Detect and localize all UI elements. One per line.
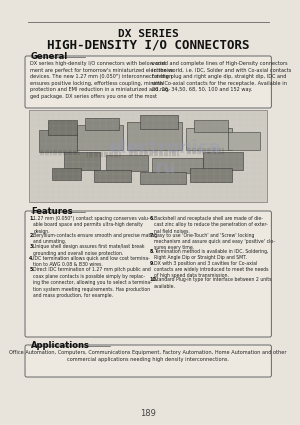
Text: Unique shell design assures first mate/last break
grounding and overall noise pr: Unique shell design assures first mate/l… xyxy=(33,244,145,255)
Text: Direct IDC termination of 1.27 mm pitch public and
coax plane contacts is possib: Direct IDC termination of 1.27 mm pitch … xyxy=(33,267,152,298)
Bar xyxy=(77,125,123,150)
FancyBboxPatch shape xyxy=(25,345,272,377)
Bar xyxy=(228,132,260,150)
Text: 9.: 9. xyxy=(150,261,155,266)
Text: Easy to use 'One-Touch' and 'Screw' locking
mechanism and assure quick and easy : Easy to use 'One-Touch' and 'Screw' lock… xyxy=(154,232,275,250)
Bar xyxy=(140,172,186,184)
Text: 10.: 10. xyxy=(150,277,158,282)
Bar xyxy=(85,118,119,130)
Bar xyxy=(140,115,178,129)
Bar xyxy=(94,170,131,182)
Text: 1.: 1. xyxy=(29,216,34,221)
Bar xyxy=(29,110,267,202)
Text: General: General xyxy=(31,52,68,61)
Text: 6.: 6. xyxy=(150,216,155,221)
Bar xyxy=(152,158,203,173)
FancyBboxPatch shape xyxy=(25,56,272,108)
Text: 4.: 4. xyxy=(29,256,34,261)
Text: Beryllium-contacts ensure smooth and precise mating
and unmating.: Beryllium-contacts ensure smooth and pre… xyxy=(33,232,158,244)
Text: 189: 189 xyxy=(140,409,156,418)
Bar xyxy=(64,152,100,170)
Text: Standard Plug-in type for interface between 2 units
available.: Standard Plug-in type for interface betw… xyxy=(154,277,272,289)
Bar xyxy=(190,168,232,182)
Text: Backshell and receptacle shell are made of die-
cast zinc alloy to reduce the pe: Backshell and receptacle shell are made … xyxy=(154,216,268,234)
Text: electronica
ru: electronica ru xyxy=(109,139,221,177)
Text: IDC termination allows quick and low cost termina-
tion to AWG 0.08 & B30 wires.: IDC termination allows quick and low cos… xyxy=(33,256,150,267)
FancyBboxPatch shape xyxy=(25,211,272,337)
Text: HIGH-DENSITY I/O CONNECTORS: HIGH-DENSITY I/O CONNECTORS xyxy=(47,38,250,51)
Text: 3.: 3. xyxy=(29,244,34,249)
Text: 7.: 7. xyxy=(150,232,155,238)
Text: DX with 3 position and 3 cavities for Co-axial
contacts are widely introduced to: DX with 3 position and 3 cavities for Co… xyxy=(154,261,268,278)
Text: DX SERIES: DX SERIES xyxy=(118,29,178,39)
Text: Termination method is available in IDC, Soldering,
Right Angle Dip or Straight D: Termination method is available in IDC, … xyxy=(154,249,268,261)
Bar xyxy=(186,128,232,150)
Bar xyxy=(203,152,243,170)
Text: Features: Features xyxy=(31,207,73,216)
Text: DX series high-density I/O connectors with below cost
ment are perfect for tomor: DX series high-density I/O connectors wi… xyxy=(30,61,173,99)
Bar xyxy=(39,130,77,152)
Text: 1.27 mm (0.050") contact spacing conserves valu-
able board space and permits ul: 1.27 mm (0.050") contact spacing conserv… xyxy=(33,216,150,234)
Text: 2.: 2. xyxy=(29,232,34,238)
Text: Office Automation, Computers, Communications Equipment, Factory Automation, Home: Office Automation, Computers, Communicat… xyxy=(9,350,287,362)
Text: 8.: 8. xyxy=(150,249,155,254)
Text: Applications: Applications xyxy=(31,341,90,350)
Bar xyxy=(48,120,77,135)
Text: varied and complete lines of High-Density connectors
in the world, i.e. IDC, Sol: varied and complete lines of High-Densit… xyxy=(152,61,291,92)
Bar xyxy=(106,155,148,171)
Bar xyxy=(127,122,182,150)
Bar xyxy=(194,120,228,132)
Bar xyxy=(52,168,81,180)
Text: 5.: 5. xyxy=(29,267,34,272)
